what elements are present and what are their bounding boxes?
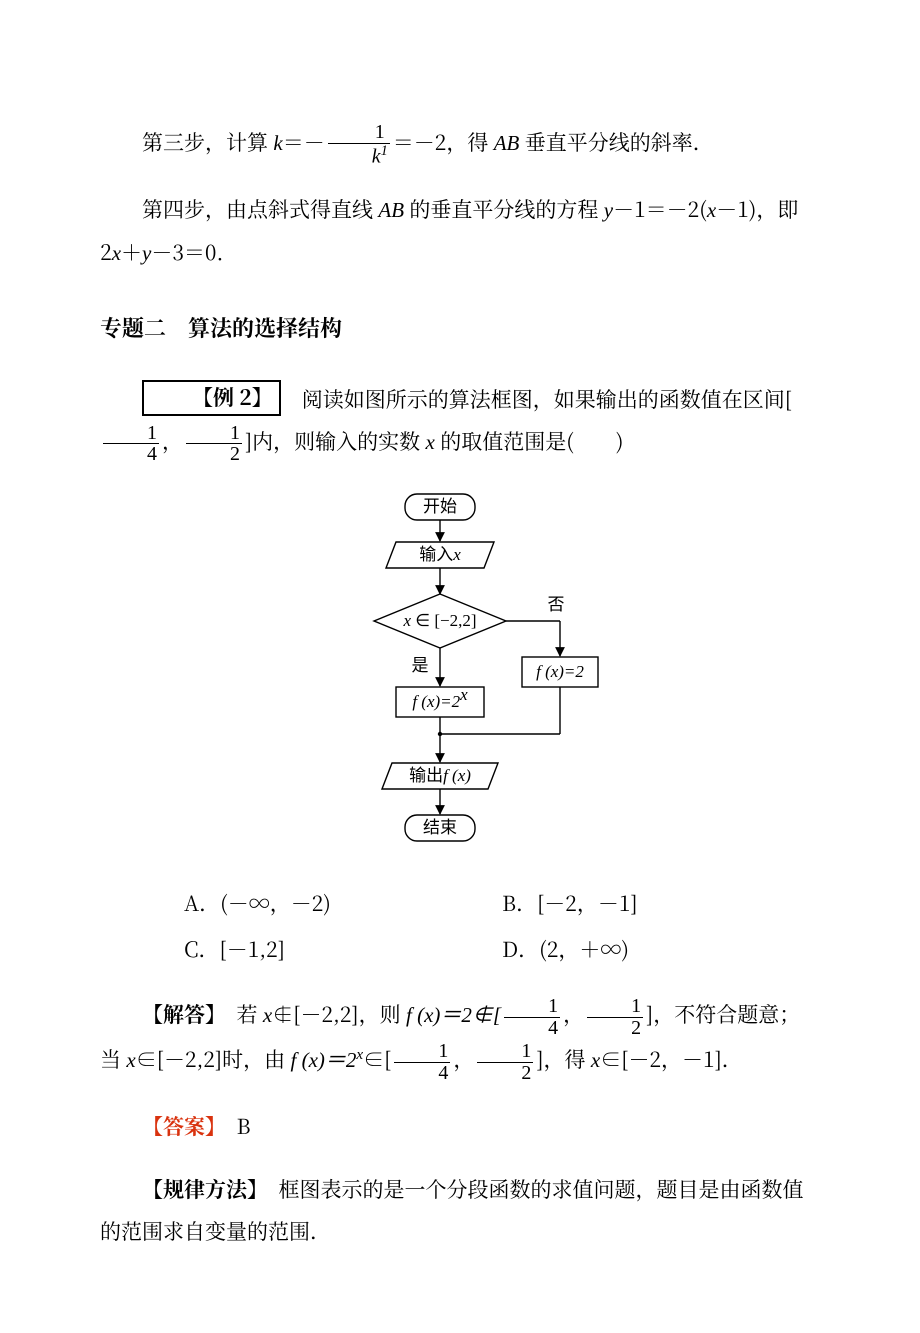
sol-x1: x [263, 1003, 272, 1027]
answer-value: B [216, 1111, 251, 1141]
sol-frac-b-den: 2 [587, 1017, 643, 1039]
sol-frac-c: 14 [393, 1041, 451, 1084]
fc-end-text: 结束 [423, 818, 457, 837]
option-a: A．(－∞，－2) [184, 880, 502, 926]
step4-paragraph: 第四步，由点斜式得直线 AB 的垂直平分线的方程 y－1＝－2(x－1)，即 2… [100, 188, 820, 274]
answer-label: 【答案】 [142, 1111, 216, 1141]
example-frac1-num: 1 [103, 423, 159, 444]
example-frac2-den: 2 [186, 443, 242, 465]
step4-y1: y [604, 198, 613, 222]
option-b: B．[－2，－1] [502, 880, 820, 926]
sol-p1e: ]，得 [536, 1044, 591, 1074]
fc-output-pre: 输出 [409, 766, 443, 785]
sol-frac-a-num: 1 [504, 996, 560, 1017]
example-sep: ， [162, 426, 183, 456]
step4-prefix: 第四步，由点斜式得直线 [142, 194, 378, 224]
step3-tail: 垂直平分线的斜率． [519, 127, 713, 157]
step3-prefix: 第三步，计算 [142, 127, 273, 157]
sol-x3: x [591, 1048, 600, 1072]
fc-input-pre: 输入 [419, 545, 453, 564]
rule-paragraph: 【规律方法】 框图表示的是一个分段函数的求值问题，题目是由函数值的范围求自变量的… [100, 1168, 820, 1252]
sol-frac-c-num: 1 [394, 1041, 450, 1062]
example-frac1-den: 4 [103, 443, 159, 465]
step4-x1: x [707, 198, 716, 222]
step3-k: k [273, 131, 282, 155]
sol-frac-d: 12 [476, 1041, 534, 1084]
sol-p1b: ∉[－2,2]，则 [272, 999, 406, 1029]
step4-mid: 的垂直平分线的方程 [404, 194, 604, 224]
example-varx: x [426, 430, 435, 454]
fc-output-sym: f (x) [443, 766, 471, 785]
step3-fraction: 1k1 [327, 122, 391, 168]
sol-frac-d-num: 1 [477, 1041, 533, 1062]
sol-frac-c-den: 4 [394, 1062, 450, 1084]
fc-decision-text: x ∈ [−2,2] [402, 611, 476, 630]
sol-fx2a: f (x)＝2 [291, 1048, 357, 1072]
step4-eq-b: －1＝－2( [613, 194, 707, 224]
solution-paragraph: 【解答】 若 x∉[－2,2]，则 f (x)＝2∉[14，12]，不符合题意；… [100, 993, 820, 1083]
step4-eq-h: －3＝0. [151, 237, 223, 267]
step3-frac-num: 1 [328, 122, 390, 143]
example-text1: 阅读如图所示的算法框图，如果输出的函数值在区间[ [281, 384, 792, 414]
sol-frac-a-den: 4 [504, 1017, 560, 1039]
fc-start-text: 开始 [423, 497, 457, 516]
fc-yes-label: 是 [412, 656, 429, 675]
step3-frac-den-sup: 1 [381, 143, 388, 159]
sol-frac-b: 12 [586, 996, 644, 1039]
sol-frac-a: 14 [503, 996, 561, 1039]
sol-sep1: ， [563, 999, 584, 1029]
example-paragraph: 【例 2】 阅读如图所示的算法框图，如果输出的函数值在区间[14，12]内，则输… [100, 378, 820, 465]
sol-frac-d-den: 2 [477, 1062, 533, 1084]
step3-paragraph: 第三步，计算 k＝－1k1＝－2，得 AB 垂直平分线的斜率． [100, 121, 820, 167]
sol-fx2b: ∈[ [363, 1044, 391, 1074]
step4-y2: y [142, 241, 151, 265]
fc-input-text: 输入x [419, 545, 461, 564]
topic-heading: 专题二 算法的选择结构 [100, 306, 820, 350]
options: A．(－∞，－2) B．[－2，－1] C．[－1,2] D．(2，＋∞) [184, 880, 820, 972]
answer-paragraph: 【答案】 B [100, 1105, 820, 1147]
example-text3: 的取值范围是( ) [435, 426, 624, 456]
sol-x2: x [126, 1048, 135, 1072]
sol-sep2: ， [453, 1044, 474, 1074]
fc-cond-a: −2,2 [440, 611, 471, 630]
fc-right-text: f (x)=2 [536, 662, 584, 681]
option-c: C．[－1,2] [184, 926, 502, 972]
example-text2: ]内，则输入的实数 [245, 426, 426, 456]
rule-label: 【规律方法】 [142, 1174, 258, 1204]
flowchart: 开始 输入x x ∈ [−2,2] 是 否 f (x)=2x [100, 486, 820, 866]
page: 第三步，计算 k＝－1k1＝－2，得 AB 垂直平分线的斜率． 第四步，由点斜式… [0, 0, 920, 1333]
fc-output-text: 输出f (x) [409, 766, 471, 785]
step3-frac-den-var: k [372, 145, 381, 167]
example-label: 【例 2】 [142, 380, 281, 416]
step4-eq-f: ＋ [121, 237, 142, 267]
sol-frac-b-num: 1 [587, 996, 643, 1017]
fc-left-exp: x [459, 685, 468, 704]
fc-left-fx: f (x)=2 [412, 692, 460, 711]
sol-p1a: 若 [216, 999, 263, 1029]
example-frac2: 12 [185, 423, 243, 466]
fc-no-label: 否 [548, 595, 565, 614]
step3-after: ＝－2，得 [393, 127, 494, 157]
step3-frac-den: k1 [328, 143, 390, 168]
example-frac2-num: 1 [186, 423, 242, 444]
sol-p1f: ∈[－2，－1]． [600, 1044, 743, 1074]
step4-AB: AB [378, 198, 404, 222]
step4-x2: x [112, 241, 121, 265]
sol-p1d: ∈[－2,2]时，由 [136, 1044, 291, 1074]
solution-label: 【解答】 [142, 999, 216, 1029]
fc-junction-dot [438, 732, 442, 736]
step3-AB: AB [494, 131, 520, 155]
option-d: D．(2，＋∞) [502, 926, 820, 972]
fc-cond-r: ] [471, 611, 477, 630]
fc-input-var: x [452, 545, 461, 564]
sol-fx1: f (x)＝2∉[ [406, 1003, 501, 1027]
flowchart-svg: 开始 输入x x ∈ [−2,2] 是 否 f (x)=2x [300, 486, 620, 866]
fc-cond-in: ∈ [ [411, 611, 440, 630]
example-frac1: 14 [102, 423, 160, 466]
